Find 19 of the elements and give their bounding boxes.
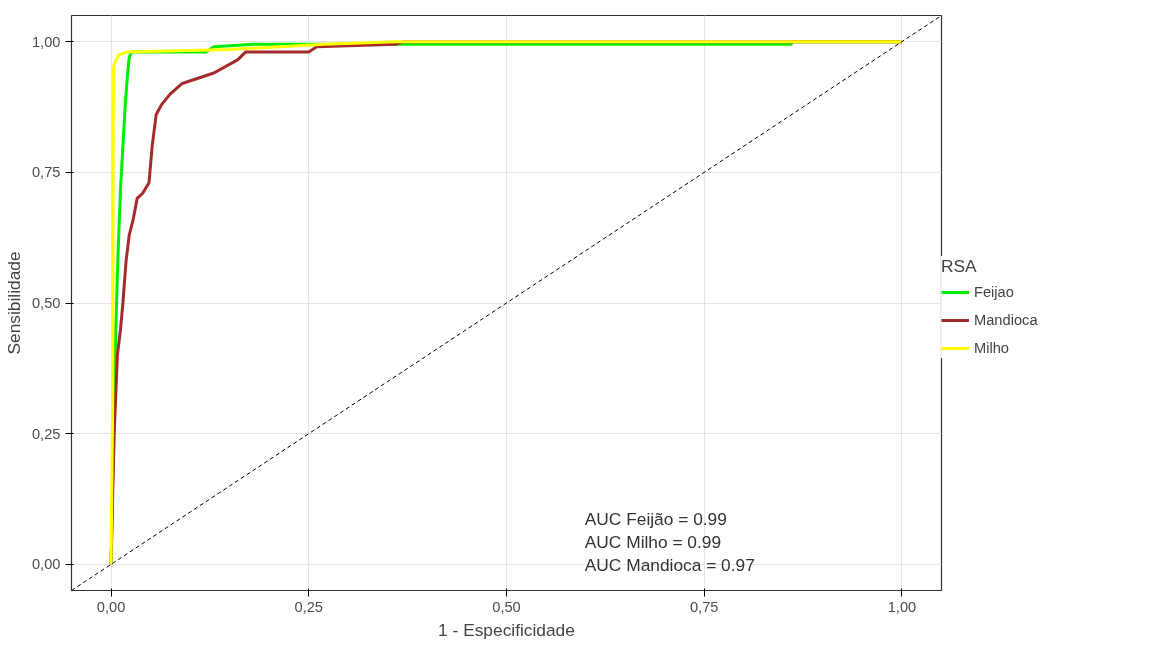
annotation: AUC Feijão = 0.99	[584, 508, 727, 529]
y-tick-label: 0,75	[31, 164, 61, 181]
y-tick-label: 0,00	[31, 556, 61, 573]
annotation: AUC Mandioca = 0.97	[584, 554, 755, 575]
x-tick-label: 0,25	[294, 598, 324, 615]
legend-label: Mandioca	[974, 312, 1038, 328]
y-tick-label: 0,25	[31, 425, 61, 442]
x-tick-label: 0,75	[689, 598, 719, 615]
x-axis-title: 1 - Especificidade	[438, 619, 575, 640]
x-tick-label: 0,50	[492, 598, 521, 615]
legend-label: Feijao	[974, 284, 1014, 300]
legend-label: Milho	[974, 340, 1010, 356]
y-axis-title: Sensibilidade	[3, 251, 24, 355]
legend-title: RSA	[941, 256, 978, 277]
x-tick-label: 1,00	[887, 598, 917, 615]
x-tick-label: 0,00	[96, 598, 126, 615]
y-tick-label: 0,50	[31, 295, 61, 311]
y-tick-label: 1,00	[31, 33, 61, 50]
annotation: AUC Milho = 0.99	[584, 531, 722, 552]
